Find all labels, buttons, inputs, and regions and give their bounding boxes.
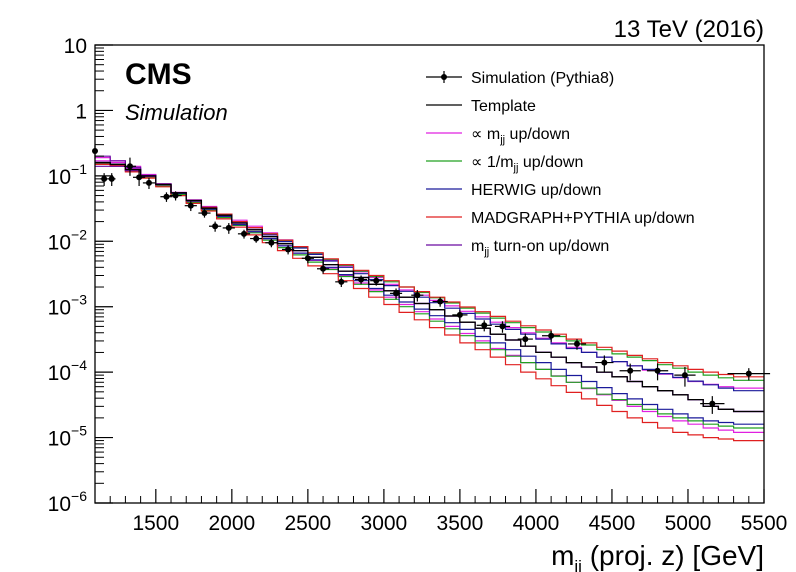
data-point-17 — [316, 264, 330, 274]
legend-label-turnon: mjj turn-on up/down — [471, 238, 609, 258]
legend-entry-turnon: mjj turn-on up/down — [426, 238, 609, 258]
series-line-0 — [95, 157, 764, 389]
data-point-26 — [494, 321, 511, 333]
data-point-13 — [250, 234, 263, 243]
y-tick-label-7: 10−6 — [48, 488, 88, 516]
legend-label-herwig: HERWIG up/down — [471, 182, 601, 199]
legend: Simulation (Pythia8) Template ∝ mjj up/dow… — [426, 70, 695, 258]
legend-entry-herwig: HERWIG up/down — [426, 182, 601, 199]
data-point-23 — [432, 297, 448, 307]
legend-entry-template: Template — [426, 98, 536, 115]
data-point-35 — [727, 368, 771, 381]
legend-label-inv_mjj_updown: ∝ 1/mjj up/down — [471, 154, 583, 174]
data-point-4 — [133, 169, 146, 186]
series-line-6 — [95, 163, 764, 378]
simulation-label: Simulation — [125, 100, 228, 125]
data-point-19 — [354, 275, 368, 285]
legend-entry-madgraph: MADGRAPH+PYTHIA up/down — [426, 210, 695, 227]
data-point-2 — [107, 173, 116, 186]
data-point-22 — [411, 290, 424, 302]
data-point-11 — [222, 223, 235, 234]
x-tick-label-1: 2000 — [208, 512, 255, 535]
y-tick-label-4: 10−3 — [48, 292, 88, 320]
data-point-20 — [370, 276, 383, 286]
data-point-24 — [452, 309, 468, 322]
data-point-31 — [619, 363, 641, 381]
y-tick-label-6: 10−5 — [48, 423, 88, 451]
legend-entry-points: Simulation (Pythia8) — [426, 70, 614, 87]
energy-label: 13 TeV (2016) — [614, 16, 764, 43]
legend-entry-mjj_updown: ∝ mjj up/down — [426, 126, 570, 146]
legend-label-template: Template — [471, 98, 536, 115]
y-tick-label-3: 10−2 — [48, 226, 88, 254]
y-tick-label-2: 10−1 — [48, 161, 88, 189]
data-point-1 — [100, 173, 108, 186]
data-point-9 — [198, 209, 211, 218]
data-point-27 — [517, 333, 533, 347]
x-tick-label-8: 5500 — [741, 512, 788, 535]
data-point-33 — [674, 366, 696, 387]
legend-label-points: Simulation (Pythia8) — [471, 70, 614, 87]
x-tick-label-2: 2500 — [285, 512, 332, 535]
data-point-25 — [476, 320, 492, 332]
x-tick-label-6: 4500 — [589, 512, 636, 535]
data-point-16 — [301, 253, 314, 264]
y-tick-label-5: 10−4 — [48, 357, 88, 385]
data-point-12 — [237, 229, 251, 239]
data-point-30 — [595, 355, 614, 373]
x-tick-label-4: 3500 — [437, 512, 484, 535]
template-line — [95, 161, 764, 413]
data-point-32 — [646, 363, 669, 381]
x-tick-label-7: 5000 — [665, 512, 712, 535]
histogram-layer — [95, 155, 764, 442]
legend-label-madgraph: MADGRAPH+PYTHIA up/down — [471, 210, 695, 227]
x-axis-title: mjj (proj. z) [GeV] — [551, 540, 764, 572]
data-point-10 — [209, 221, 222, 232]
data-point-8 — [184, 201, 197, 212]
y-tick-label-1: 1 — [75, 100, 87, 123]
data-point-34 — [700, 396, 725, 414]
series-line-4 — [95, 161, 764, 392]
data-point-15 — [282, 245, 295, 255]
data-point-6 — [160, 192, 173, 202]
axes-layer: 1500 2000 2500 3000 3500 4000 4500 5000 5500 10 1 1… — [48, 35, 788, 535]
legend-label-mjj_updown: ∝ mjj up/down — [471, 126, 570, 146]
series-line-2 — [95, 163, 764, 381]
data-point-29 — [567, 339, 587, 350]
data-point-28 — [542, 330, 561, 342]
data-point-5 — [142, 177, 156, 189]
y-tick-label-0: 10 — [64, 35, 87, 58]
cms-label: CMS — [125, 58, 192, 91]
x-tick-label-3: 3000 — [361, 512, 408, 535]
x-tick-label-0: 1500 — [132, 512, 179, 535]
x-tick-label-5: 4000 — [513, 512, 560, 535]
data-point-21 — [389, 288, 403, 300]
data-point-3 — [123, 157, 137, 176]
data-point-14 — [265, 238, 278, 248]
data-point-18 — [335, 277, 348, 288]
legend-entry-inv_mjj_updown: ∝ 1/mjj up/down — [426, 154, 583, 174]
data-point-7 — [169, 191, 182, 201]
